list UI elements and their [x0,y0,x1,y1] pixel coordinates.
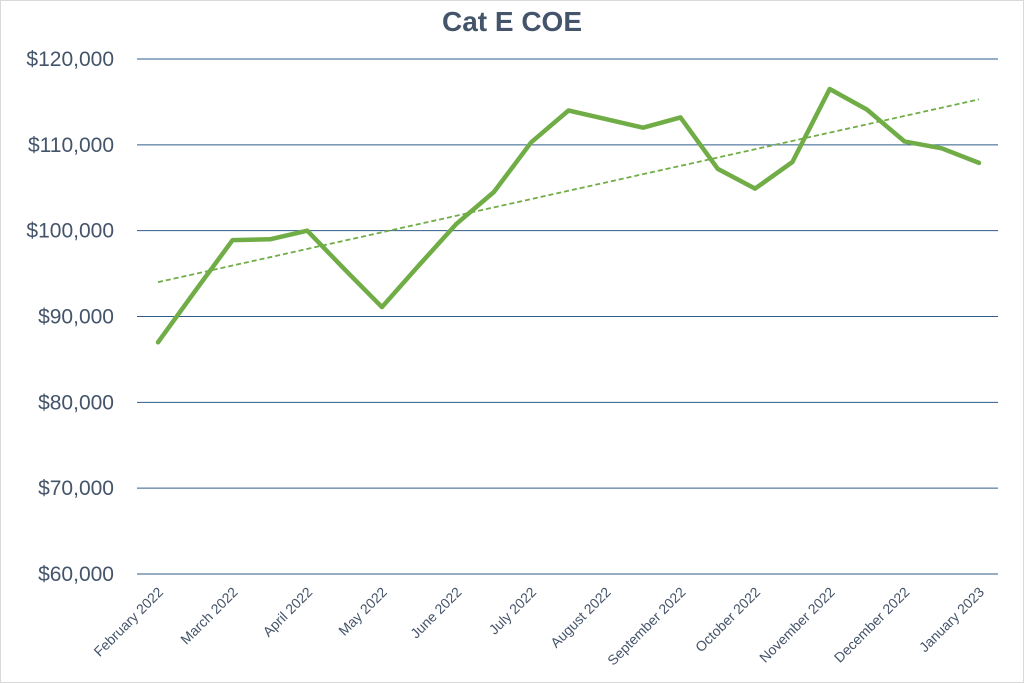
x-axis-ticks: February 2022 March 2022 April 2022 May 202… [90,584,987,669]
y-tick-label: $70,000 [38,477,114,500]
y-tick-label: $60,000 [38,563,114,586]
y-tick-label: $80,000 [38,391,114,414]
x-tick-label: March 2022 [177,584,241,648]
x-tick-label: July 2022 [486,584,540,638]
x-tick-label: January 2023 [916,584,987,655]
x-tick-label: August 2022 [547,584,614,651]
trendline-layer [157,98,980,284]
x-tick-label: December 2022 [831,584,913,666]
x-tick-label: October 2022 [692,584,763,655]
x-tick-label: February 2022 [90,584,166,660]
x-tick-label: June 2022 [407,584,465,642]
y-tick-label: $110,000 [28,134,114,157]
gridlines [137,58,998,575]
y-axis-ticks: $60,000 $70,000 $80,000 $90,000 $100,000 $110… [26,48,114,586]
x-tick-label: April 2022 [259,584,315,640]
x-tick-label: September 2022 [604,584,689,669]
trendline [157,98,980,284]
y-tick-label: $120,000 [26,48,114,71]
x-tick-label: May 2022 [335,584,390,639]
y-tick-label: $100,000 [26,220,114,243]
series-layer [155,86,982,345]
chart-title: Cat E COE [442,6,582,37]
x-tick-label: November 2022 [756,584,838,666]
y-tick-label: $90,000 [38,306,114,329]
